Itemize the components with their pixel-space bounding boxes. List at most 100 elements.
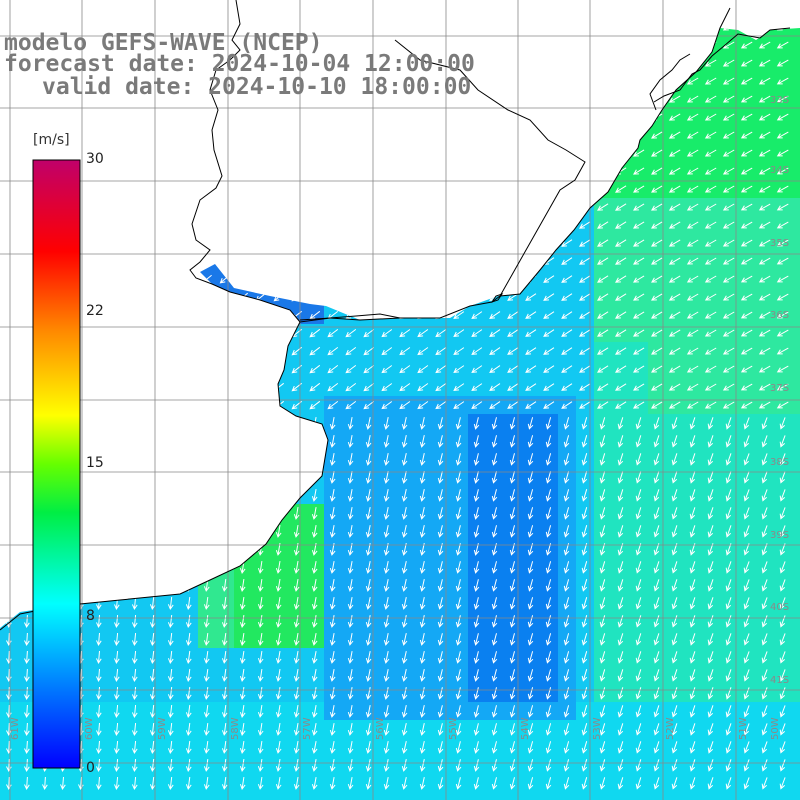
wind-arrow <box>96 650 102 665</box>
wind-arrow <box>114 416 120 431</box>
wind-arrow <box>399 275 411 284</box>
wind-cell <box>252 504 270 522</box>
wind-cell <box>360 108 378 126</box>
wind-arrow <box>707 561 714 574</box>
wind-cell <box>288 216 306 234</box>
lat-label: 33S <box>770 95 790 106</box>
wind-arrow <box>237 148 249 158</box>
wind-cell <box>216 414 234 432</box>
wind-arrow <box>345 257 357 266</box>
wind-arrow <box>527 561 534 574</box>
wind-arrow <box>686 365 699 373</box>
wind-cell <box>90 360 108 378</box>
wind-cell <box>306 144 324 162</box>
wind-arrow <box>453 293 465 301</box>
wind-arrow <box>437 561 444 574</box>
wind-cell <box>90 432 108 450</box>
wind-cell <box>180 216 198 234</box>
wind-arrow <box>776 257 789 265</box>
wind-arrow <box>129 130 140 140</box>
wind-arrow <box>167 524 174 539</box>
wind-arrow <box>417 239 429 248</box>
wind-arrow <box>257 633 264 646</box>
wind-arrow <box>579 41 591 49</box>
wind-cell <box>630 90 648 108</box>
wind-arrow <box>96 686 102 701</box>
wind-cell <box>306 288 324 306</box>
wind-arrow <box>545 561 552 574</box>
wind-arrow <box>293 597 300 610</box>
wind-arrow <box>131 776 138 791</box>
wind-arrow <box>707 579 714 592</box>
wind-arrow <box>166 5 175 13</box>
wind-arrow <box>671 633 678 646</box>
wind-arrow <box>347 471 354 484</box>
wind-cell <box>54 108 72 126</box>
wind-arrow <box>239 507 246 520</box>
wind-cell <box>342 0 360 18</box>
wind-arrow <box>776 59 789 67</box>
wind-arrow <box>255 274 267 284</box>
colorbar-tick-22: 22 <box>86 303 104 319</box>
coastline <box>0 0 329 631</box>
wind-arrow <box>689 723 696 736</box>
wind-arrow <box>185 758 192 773</box>
wind-arrow <box>581 597 588 610</box>
wind-cell <box>792 684 800 702</box>
wind-cell <box>396 288 414 306</box>
wind-arrow <box>273 274 285 284</box>
wind-arrow <box>761 615 768 628</box>
wind-arrow <box>23 5 32 13</box>
wind-arrow <box>347 525 354 538</box>
wind-arrow <box>671 579 678 592</box>
wind-arrow <box>399 167 411 176</box>
wind-cell <box>666 72 684 90</box>
wind-arrow <box>24 614 30 629</box>
wind-arrow <box>599 615 606 628</box>
wind-arrow <box>311 741 318 754</box>
wind-arrow <box>381 113 393 122</box>
wind-arrow <box>185 452 192 467</box>
wind-arrow <box>779 633 786 646</box>
wind-cell <box>450 216 468 234</box>
wind-cell <box>414 234 432 252</box>
wind-cell <box>594 72 612 90</box>
wind-arrow <box>561 365 573 373</box>
wind-arrow <box>740 149 753 157</box>
wind-arrow <box>543 275 555 283</box>
wind-arrow <box>309 148 321 158</box>
wind-cell <box>540 0 558 18</box>
wind-arrow <box>635 651 642 664</box>
wind-cell <box>378 792 396 800</box>
wind-arrow <box>221 687 228 700</box>
wind-arrow <box>201 328 212 338</box>
wind-cell <box>216 450 234 468</box>
wind-cell <box>396 198 414 216</box>
wind-arrow <box>363 383 375 392</box>
wind-cell <box>234 342 252 360</box>
wind-arrow <box>527 489 534 502</box>
wind-cell <box>216 342 234 360</box>
wind-cell <box>504 36 522 54</box>
wind-arrow <box>275 507 282 520</box>
wind-arrow <box>185 416 192 431</box>
wind-arrow <box>363 149 375 158</box>
wind-arrow <box>114 704 120 719</box>
wind-arrow <box>473 651 480 664</box>
wind-cell <box>288 180 306 198</box>
wind-arrow <box>129 400 140 410</box>
wind-arrow <box>758 239 771 247</box>
wind-arrow <box>653 453 660 466</box>
wind-arrow <box>597 311 609 319</box>
wind-cell <box>486 252 504 270</box>
wind-arrow <box>365 615 372 628</box>
wind-cell <box>144 792 162 800</box>
wind-arrow <box>635 579 642 592</box>
wind-cell <box>72 108 90 126</box>
wind-cell <box>630 0 648 18</box>
wind-arrow <box>96 722 102 737</box>
wind-arrow <box>668 329 681 337</box>
wind-cell <box>90 396 108 414</box>
wind-arrow <box>527 471 534 484</box>
wind-arrow <box>114 740 120 755</box>
